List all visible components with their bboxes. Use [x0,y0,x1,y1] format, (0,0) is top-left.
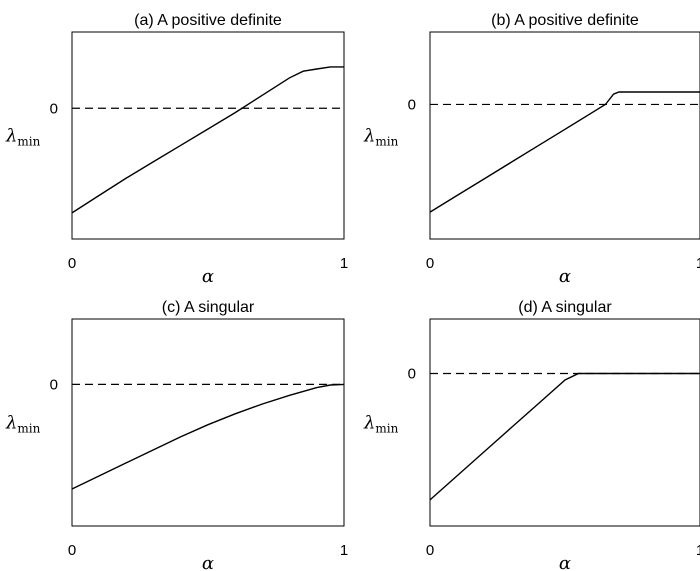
chart-panel-0: (a) A positive definite 0 0 1 α λmin [5,12,348,287]
axes-frame [429,318,700,527]
x-axis-label: α [202,553,214,571]
y-axis-label: λmin [363,126,399,149]
y-axis-label: λmin [5,413,41,436]
series-line [71,383,345,490]
chart-title: (d) A singular [518,299,612,316]
y-axis-label: λmin [363,413,399,436]
x-axis-label: α [559,553,571,571]
axes-frame [71,318,345,527]
x-tick-label: 0 [68,255,76,272]
series-line [71,66,344,214]
x-tick-label: 0 [68,542,76,559]
chart-panel-2: (c) A singular 0 0 1 α λmin [5,299,348,571]
x-tick-label: 0 [426,255,434,272]
chart-title: (a) A positive definite [134,12,282,29]
x-tick-label: 1 [696,542,700,559]
series-line [429,372,700,501]
x-tick-label: 1 [340,255,348,272]
chart-title: (b) A positive definite [491,12,639,29]
y-axis-label: λmin [5,126,41,149]
y-tick-label: 0 [408,365,416,382]
y-tick-label: 0 [50,100,58,117]
series-line [429,91,700,213]
x-axis-label: α [202,266,214,287]
x-tick-label: 1 [340,542,348,559]
x-tick-label: 0 [426,542,434,559]
axes-frame [429,31,700,240]
y-tick-label: 0 [408,96,416,113]
y-tick-label: 0 [50,376,58,393]
chart-panel-3: (d) A singular 0 0 1 α λmin [363,299,700,571]
x-tick-label: 1 [696,255,700,272]
chart-title: (c) A singular [162,299,255,316]
x-axis-label: α [559,266,571,287]
axes-frame [71,31,345,240]
chart-panel-1: (b) A positive definite 0 0 1 α λmin [363,12,700,287]
